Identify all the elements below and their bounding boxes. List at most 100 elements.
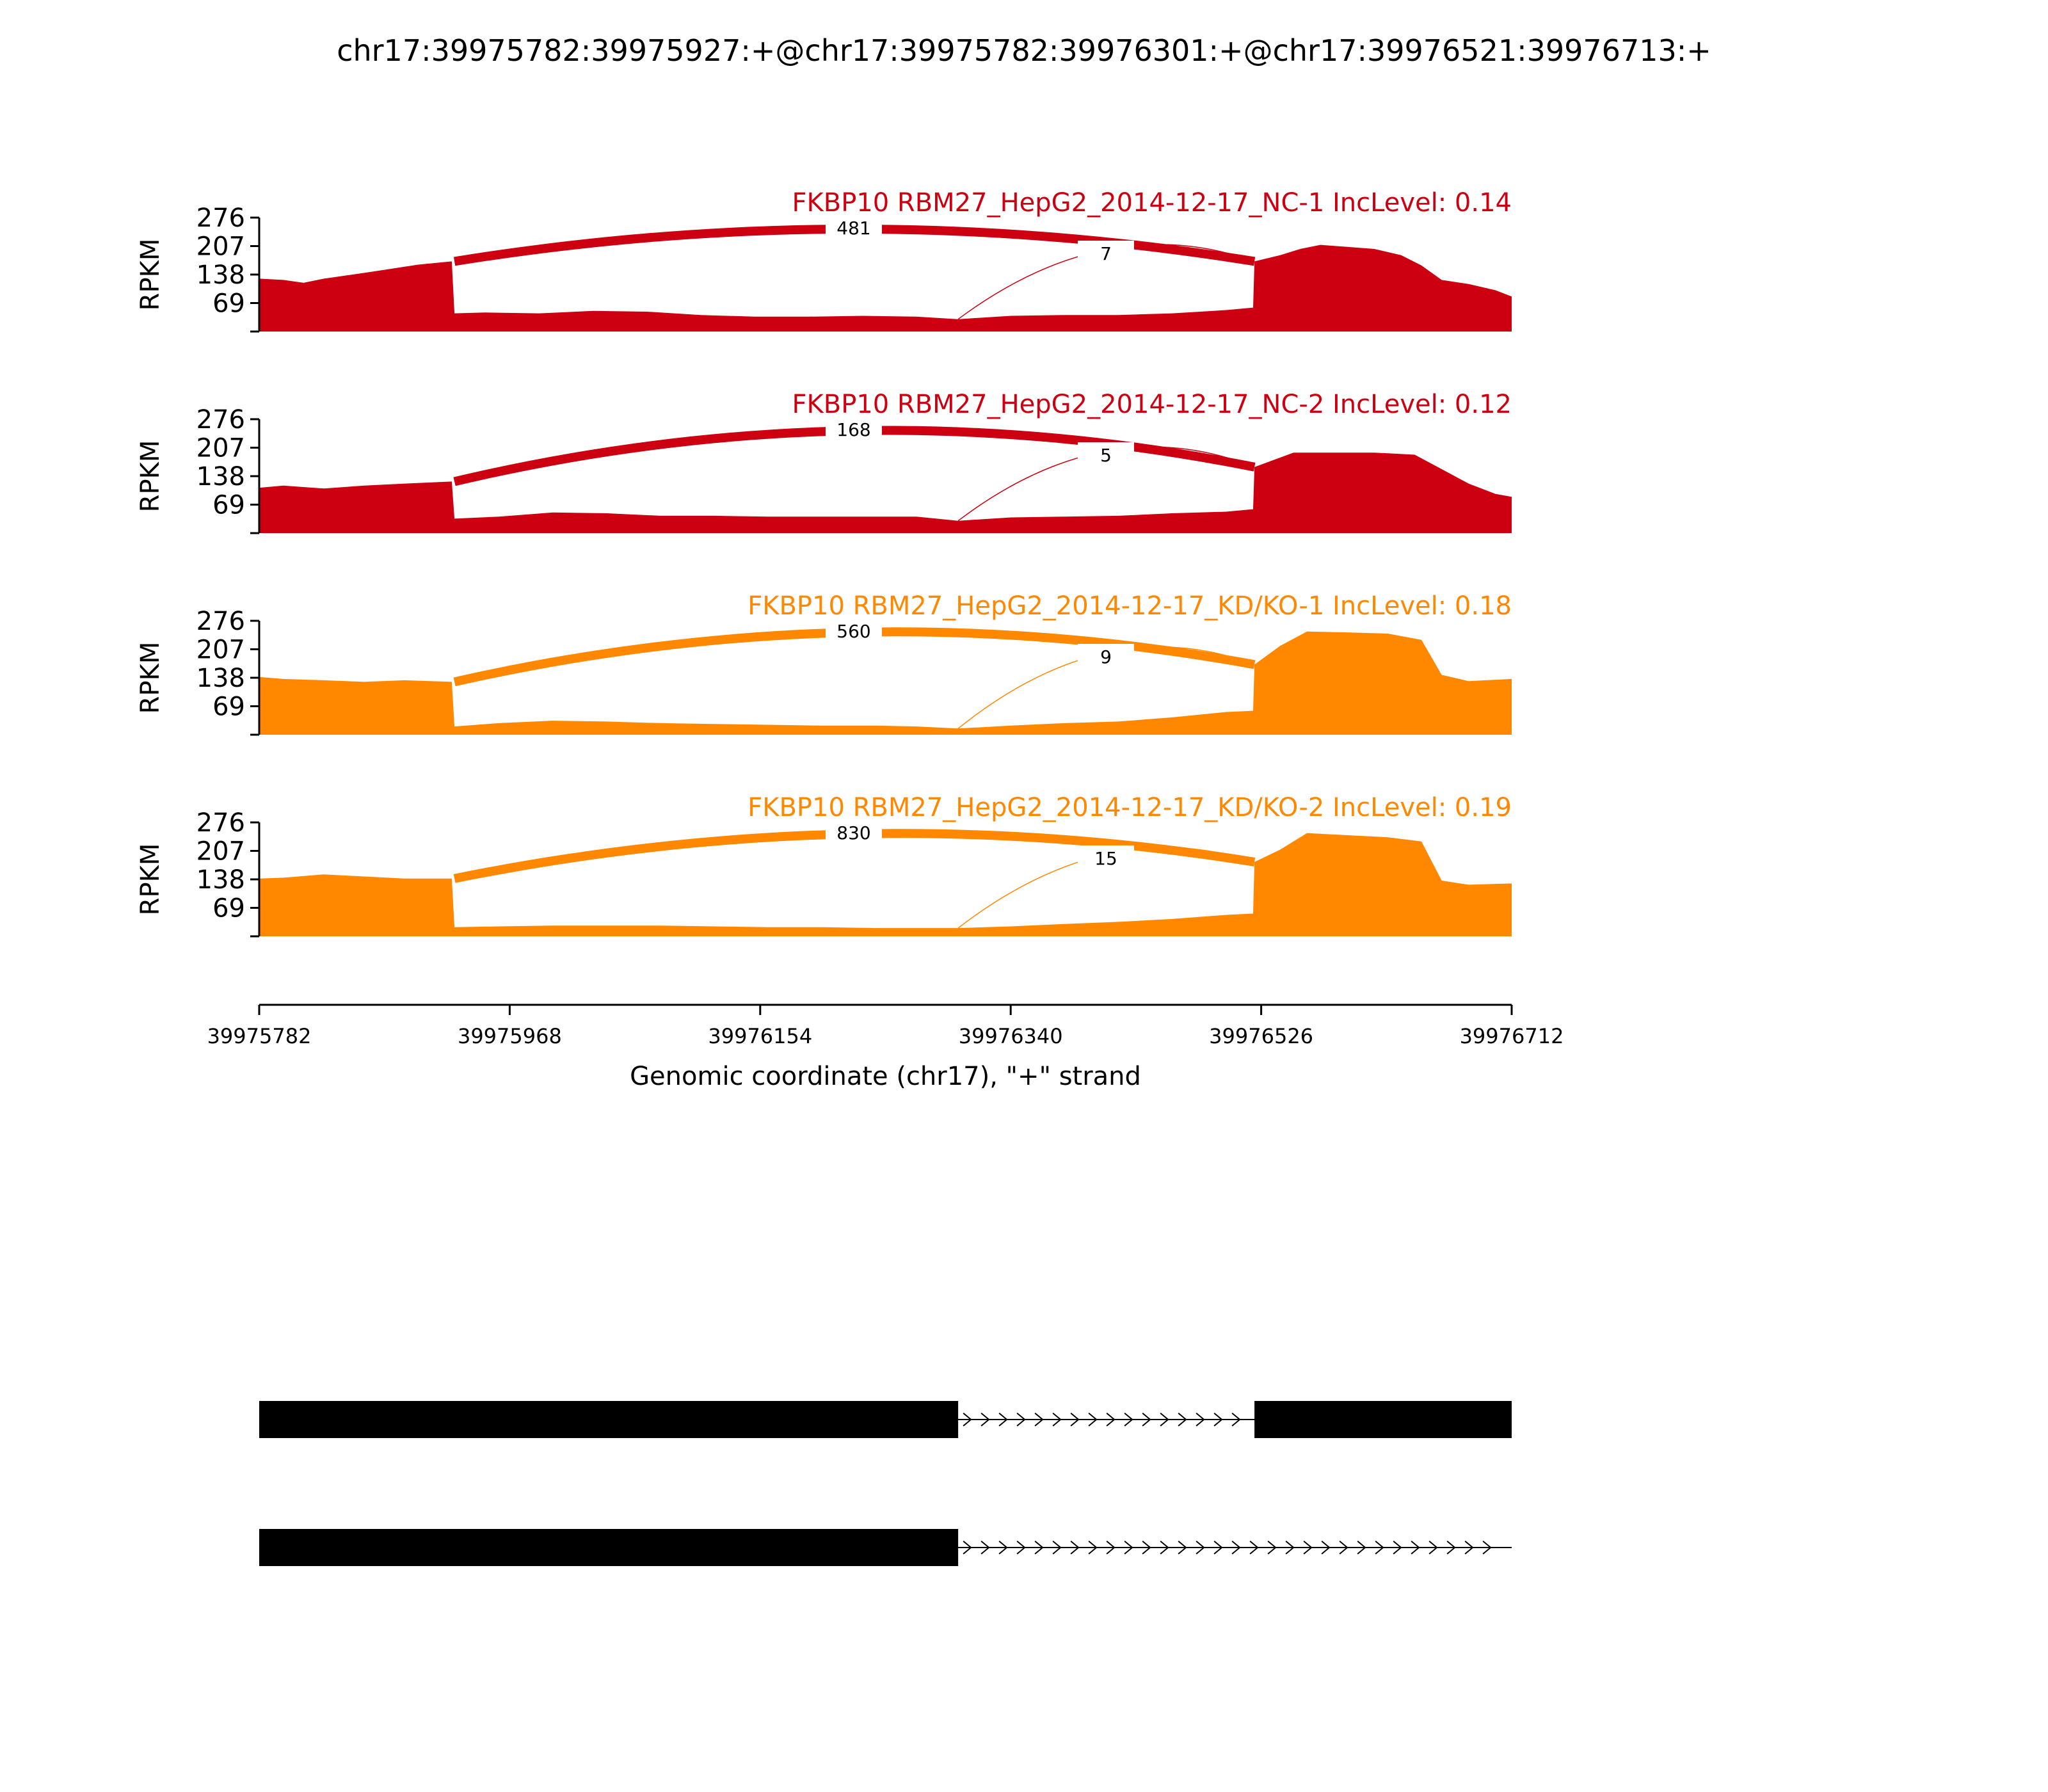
strand-arrow [1088,1412,1098,1427]
x-tick-label: 39975782 [207,1024,312,1048]
strand-arrow [1285,1540,1295,1555]
junction-label: 168 [836,419,870,440]
coverage-area [259,244,1512,332]
y-tick-label: 276 [196,204,245,233]
y-tick-label: 138 [196,664,245,693]
strand-arrow [1052,1412,1062,1427]
strand-arrow [980,1412,990,1427]
junction-label: 560 [836,621,870,642]
exon-block [259,1401,959,1438]
strand-arrow [1142,1540,1151,1555]
strand-arrow [1249,1540,1259,1555]
strand-arrow [1231,1412,1241,1427]
strand-arrow [1482,1540,1492,1555]
y-axis-label: RPKM [136,844,165,916]
strand-arrow [1339,1540,1348,1555]
x-tick-label: 39976154 [708,1024,812,1048]
y-axis-label: RPKM [136,642,165,714]
x-tick-label: 39976712 [1460,1024,1564,1048]
isoform-track [259,1401,1512,1566]
junction-label-box [1078,644,1134,669]
junction-label: 9 [1100,646,1112,668]
strand-arrow [1196,1540,1205,1555]
strand-arrow [1088,1540,1098,1555]
isoform-model [259,1529,1512,1566]
strand-arrow [1016,1412,1026,1427]
strand-arrow [1106,1540,1116,1555]
x-tick-label: 39976526 [1209,1024,1313,1048]
strand-arrow [998,1540,1008,1555]
x-tick-label: 39976340 [959,1024,1063,1048]
strand-arrow [1393,1540,1402,1555]
exon-block [259,1529,959,1566]
junction-label-box [1078,845,1134,871]
strand-arrow [1142,1412,1151,1427]
x-tick-label: 39975968 [458,1024,562,1048]
strand-arrow [1321,1540,1331,1555]
strand-arrow [1070,1412,1080,1427]
x-axis: 39975782 39975968 39976154 39976340 39976526… [207,1004,1564,1091]
y-axis-label: RPKM [136,239,165,311]
strand-arrow [1357,1540,1366,1555]
y-tick-label: 276 [196,808,245,838]
junction-label: 5 [1100,445,1112,466]
exon-block [1254,1401,1512,1438]
y-tick-label: 276 [196,405,245,435]
strand-arrow [998,1412,1008,1427]
strand-arrow [1464,1540,1474,1555]
strand-arrow [1034,1540,1044,1555]
strand-arrow [1124,1540,1133,1555]
junction-label-box [826,417,882,442]
y-tick-label: 138 [196,260,245,290]
strand-arrow [1375,1540,1384,1555]
strand-arrow [1160,1540,1169,1555]
y-tick-label: 69 [212,289,245,319]
junction-label-box [826,820,882,845]
strand-arrow [1034,1412,1044,1427]
strand-arrow [1428,1540,1438,1555]
strand-arrow [1196,1412,1205,1427]
strand-arrow [1303,1540,1313,1555]
junction-label-box [826,618,882,644]
junction-label: 830 [836,822,870,844]
y-tick-label: 138 [196,462,245,492]
junction-label: 15 [1094,848,1117,869]
coverage-area [259,631,1512,735]
y-tick-label: 69 [212,491,245,520]
strand-arrow [1052,1540,1062,1555]
junction-label-box [826,215,882,241]
strand-arrow [1231,1540,1241,1555]
junction-label-box [1078,241,1134,266]
strand-arrow [963,1412,972,1427]
junction-label-box [1078,442,1134,468]
strand-arrow [1160,1412,1169,1427]
strand-arrow [1106,1412,1116,1427]
y-tick-label: 69 [212,692,245,722]
y-tick-label: 207 [196,232,245,262]
junction-label: 481 [836,218,870,239]
strand-arrow [1446,1540,1456,1555]
strand-arrow [1070,1540,1080,1555]
panel-title: FKBP10 RBM27_HepG2_2014-12-17_NC-1 IncLe… [792,188,1512,218]
strand-arrow [1213,1412,1223,1427]
strand-arrow [980,1540,990,1555]
y-tick-label: 207 [196,837,245,867]
y-tick-label: 207 [196,636,245,665]
strand-arrow [1016,1540,1026,1555]
panel-title: FKBP10 RBM27_HepG2_2014-12-17_KD/KO-2 In… [748,793,1512,822]
isoform-model [259,1401,1512,1438]
coverage-area [259,452,1512,533]
coverage-area [259,833,1512,936]
y-tick-label: 138 [196,865,245,895]
y-tick-label: 207 [196,434,245,463]
panel-title: FKBP10 RBM27_HepG2_2014-12-17_NC-2 IncLe… [792,390,1512,419]
strand-arrow [1213,1540,1223,1555]
strand-arrow [1178,1540,1187,1555]
y-tick-label: 276 [196,607,245,636]
y-axis-label: RPKM [136,440,165,513]
strand-arrow [1267,1540,1277,1555]
